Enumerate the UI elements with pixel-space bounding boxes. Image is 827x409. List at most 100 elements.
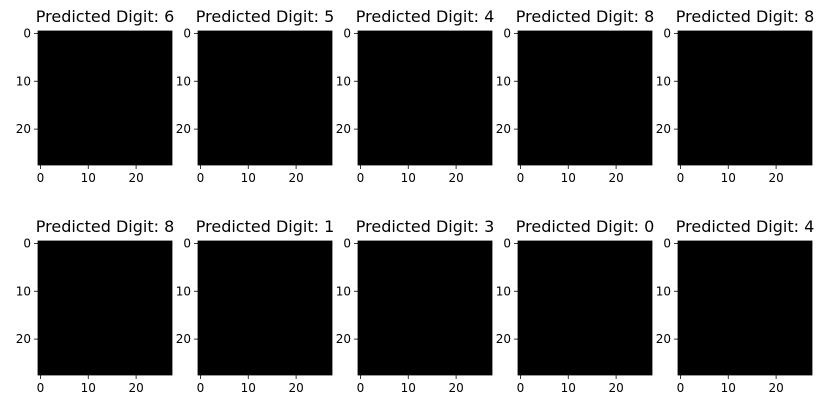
axes-frame <box>37 30 173 166</box>
x-tick-label: 10 <box>401 171 416 185</box>
y-tick-label: 20 <box>176 122 191 136</box>
axes-frame <box>517 30 653 166</box>
digit-subplot: Predicted Digit: 4 0 10 20 0 10 20 <box>336 7 495 185</box>
subplot-title: Predicted Digit: 4 <box>356 7 495 26</box>
y-tick-label: 0 <box>23 26 31 40</box>
y-tick-label: 20 <box>16 122 31 136</box>
subplot-title: Predicted Digit: 6 <box>36 7 175 26</box>
y-tick-label: 10 <box>336 74 351 88</box>
y-tick-label: 0 <box>663 236 671 250</box>
x-tick-label: 10 <box>241 381 256 395</box>
y-tick-label: 10 <box>16 284 31 298</box>
digit-image <box>518 31 652 165</box>
x-tick-label: 10 <box>561 381 576 395</box>
x-tick-label: 20 <box>288 171 303 185</box>
subplot-title: Predicted Digit: 5 <box>196 7 335 26</box>
y-tick-label: 10 <box>336 284 351 298</box>
digit-image <box>678 241 812 375</box>
digit-image <box>38 241 172 375</box>
digit-image <box>198 31 332 165</box>
x-tick-label: 0 <box>357 381 365 395</box>
subplot-title: Predicted Digit: 3 <box>356 217 495 236</box>
digit-subplot: Predicted Digit: 5 0 10 20 0 10 20 <box>176 7 335 185</box>
axes-frame <box>197 30 333 166</box>
y-tick-label: 10 <box>496 74 511 88</box>
axes-frame <box>197 240 333 376</box>
digit-image <box>38 31 172 165</box>
y-tick-label: 0 <box>503 236 511 250</box>
axes-frame <box>677 30 813 166</box>
x-tick-label: 0 <box>517 171 525 185</box>
y-tick-label: 10 <box>656 74 671 88</box>
y-tick-label: 0 <box>183 236 191 250</box>
y-tick-label: 20 <box>336 122 351 136</box>
subplot-title: Predicted Digit: 8 <box>516 7 655 26</box>
x-tick-label: 0 <box>677 381 685 395</box>
x-tick-label: 10 <box>241 171 256 185</box>
digit-image <box>518 241 652 375</box>
x-tick-label: 20 <box>448 171 463 185</box>
x-tick-label: 10 <box>721 171 736 185</box>
x-tick-label: 20 <box>608 171 623 185</box>
digit-subplot: Predicted Digit: 8 0 10 20 0 10 20 <box>16 217 175 395</box>
digit-subplot: Predicted Digit: 8 0 10 20 0 10 20 <box>656 7 815 185</box>
digit-subplot: Predicted Digit: 3 0 10 20 0 10 20 <box>336 217 495 395</box>
x-tick-label: 10 <box>81 381 96 395</box>
axes-frame <box>357 30 493 166</box>
digit-subplot: Predicted Digit: 0 0 10 20 0 10 20 <box>496 217 655 395</box>
y-tick-label: 20 <box>496 332 511 346</box>
axes-frame <box>37 240 173 376</box>
y-tick-label: 20 <box>336 332 351 346</box>
subplot-title: Predicted Digit: 4 <box>676 217 815 236</box>
y-tick-label: 0 <box>343 26 351 40</box>
y-tick-label: 0 <box>663 26 671 40</box>
y-tick-label: 20 <box>176 332 191 346</box>
x-tick-label: 20 <box>448 381 463 395</box>
x-tick-label: 0 <box>197 381 205 395</box>
x-tick-label: 10 <box>401 381 416 395</box>
x-tick-label: 0 <box>37 171 45 185</box>
subplot-title: Predicted Digit: 8 <box>676 7 815 26</box>
x-tick-label: 0 <box>197 171 205 185</box>
x-tick-label: 20 <box>768 171 783 185</box>
y-tick-label: 20 <box>16 332 31 346</box>
digit-subplot: Predicted Digit: 8 0 10 20 0 10 20 <box>496 7 655 185</box>
digit-image <box>198 241 332 375</box>
y-tick-label: 20 <box>496 122 511 136</box>
y-tick-label: 0 <box>183 26 191 40</box>
x-tick-label: 0 <box>357 171 365 185</box>
axes-frame <box>517 240 653 376</box>
digit-subplot: Predicted Digit: 6 0 10 20 0 10 20 <box>16 7 175 185</box>
y-tick-label: 10 <box>176 74 191 88</box>
y-tick-label: 0 <box>23 236 31 250</box>
digit-image <box>678 31 812 165</box>
digit-subplot: Predicted Digit: 4 0 10 20 0 10 20 <box>656 217 815 395</box>
axes-frame <box>357 240 493 376</box>
digit-image <box>358 31 492 165</box>
x-tick-label: 20 <box>608 381 623 395</box>
x-tick-label: 20 <box>128 381 143 395</box>
x-tick-label: 10 <box>81 171 96 185</box>
y-tick-label: 10 <box>176 284 191 298</box>
subplot-title: Predicted Digit: 8 <box>36 217 175 236</box>
x-tick-label: 10 <box>721 381 736 395</box>
y-tick-label: 0 <box>343 236 351 250</box>
y-tick-label: 20 <box>656 332 671 346</box>
x-tick-label: 0 <box>37 381 45 395</box>
y-tick-label: 10 <box>656 284 671 298</box>
axes-frame <box>677 240 813 376</box>
x-tick-label: 20 <box>768 381 783 395</box>
x-tick-label: 10 <box>561 171 576 185</box>
digit-subplot: Predicted Digit: 1 0 10 20 0 10 20 <box>176 217 335 395</box>
y-tick-label: 10 <box>16 74 31 88</box>
digit-image <box>358 241 492 375</box>
x-tick-label: 0 <box>677 171 685 185</box>
y-tick-label: 20 <box>656 122 671 136</box>
subplot-title: Predicted Digit: 1 <box>196 217 335 236</box>
y-tick-label: 10 <box>496 284 511 298</box>
x-tick-label: 20 <box>288 381 303 395</box>
x-tick-label: 0 <box>517 381 525 395</box>
y-tick-label: 0 <box>503 26 511 40</box>
